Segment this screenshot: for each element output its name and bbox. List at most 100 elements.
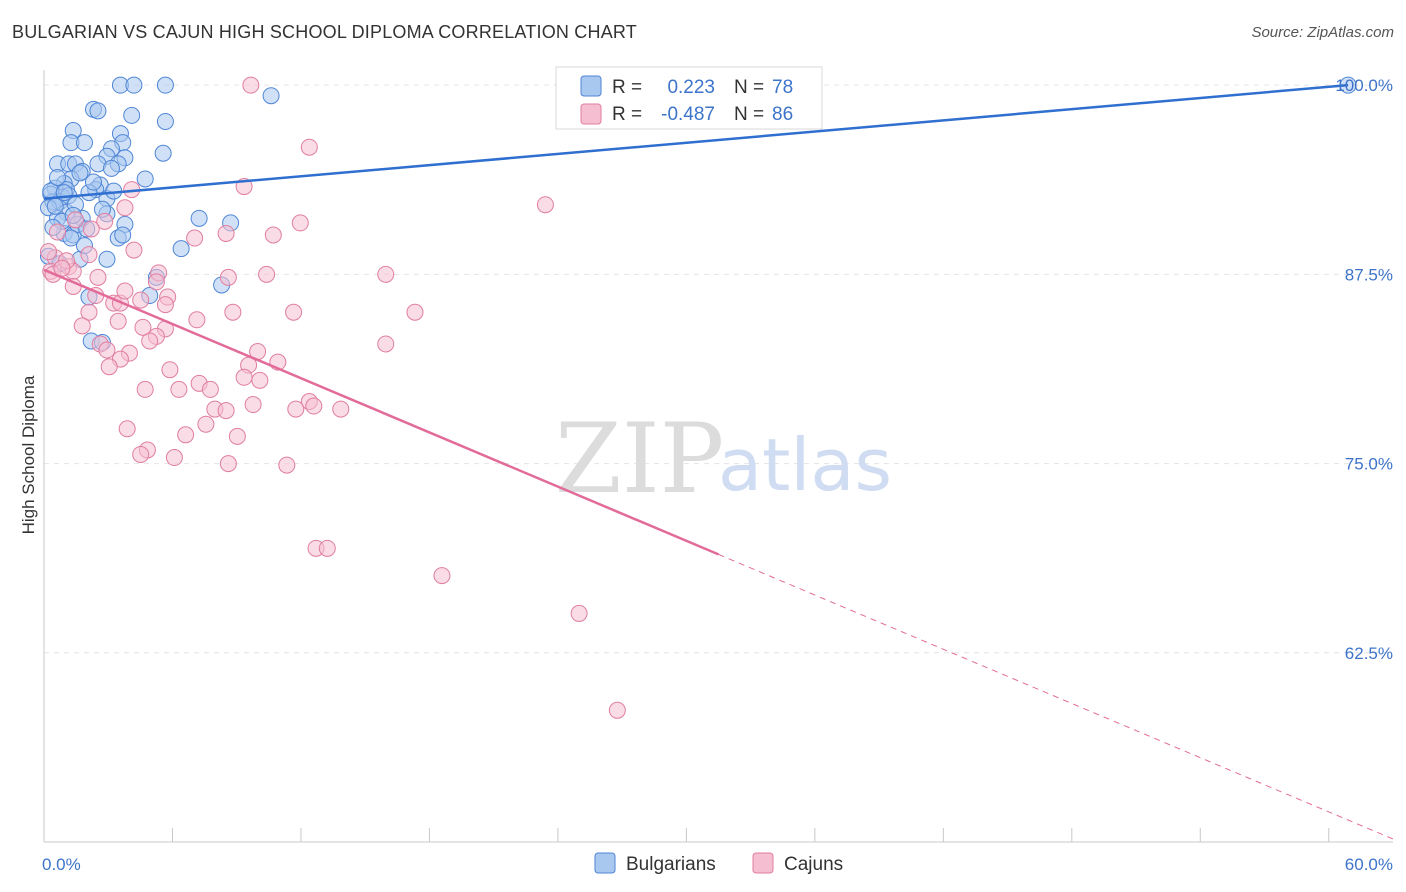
cajuns-point-65 (197, 415, 215, 433)
x-tick-max: 60.0% (1345, 855, 1393, 874)
cajuns-point-36 (109, 312, 127, 330)
cajuns-point-58 (244, 396, 262, 414)
bulgarians-point-40 (190, 209, 208, 227)
y-tick-label-0: 62.5% (1345, 644, 1393, 663)
x-tick-min: 0.0% (42, 855, 81, 874)
watermark-atlas: atlas (718, 423, 892, 507)
legend-n-label-blue: N = (734, 77, 764, 98)
legend-n-value-pink: 86 (772, 104, 793, 125)
series-legend-swatch-bulgarians (594, 852, 616, 874)
cajuns-point-73 (278, 456, 296, 474)
series-legend-swatch-cajuns (752, 852, 774, 874)
cajuns-point-66 (228, 427, 246, 445)
trend-lines (43, 83, 1394, 840)
cajuns-trend-extension (718, 553, 1394, 840)
bulgarians-point-15 (154, 144, 172, 162)
bulgarians-point-50 (172, 240, 190, 258)
y-tick-label-3: 100.0% (1335, 76, 1393, 95)
cajuns-point-5 (116, 199, 134, 217)
cajuns-point-76 (433, 567, 451, 585)
bulgarians-point-2 (156, 76, 174, 94)
cajuns-point-23 (377, 265, 395, 283)
cajuns-point-64 (217, 402, 235, 420)
cajuns-point-70 (132, 445, 150, 463)
legend-swatch-blue (580, 75, 602, 97)
cajuns-point-14 (80, 246, 98, 264)
cajuns-point-21 (219, 268, 237, 286)
watermark: ZIP atlas (555, 403, 892, 515)
bulgarians-point-64 (71, 164, 89, 182)
bulgarians-point-7 (156, 112, 174, 130)
legend-r-value-blue: 0.223 (667, 77, 715, 98)
cajuns-point-33 (285, 303, 303, 321)
cajuns-point-24 (89, 268, 107, 286)
series-legend: Bulgarians Cajuns (594, 852, 843, 875)
legend-r-value-pink: -0.487 (661, 104, 715, 125)
cajuns-point-31 (156, 296, 174, 314)
bulgarians-point-52 (98, 250, 116, 268)
cajuns-point-61 (305, 397, 323, 415)
cajuns-point-44 (98, 341, 116, 359)
cajuns-point-7 (82, 220, 100, 238)
cajuns-point-35 (224, 303, 242, 321)
bulgarians-point-69 (48, 168, 66, 186)
bulgarians-point-11 (75, 134, 93, 152)
cajuns-point-41 (141, 332, 159, 350)
legend-n-label-pink: N = (734, 104, 764, 125)
cajuns-point-0 (242, 76, 260, 94)
chart-title: BULGARIAN VS CAJUN HIGH SCHOOL DIPLOMA C… (12, 22, 637, 42)
bulgarians-point-1 (125, 76, 143, 94)
cajuns-point-60 (287, 400, 305, 418)
cajuns-point-68 (177, 426, 195, 444)
cajuns-point-22 (258, 265, 276, 283)
watermark-zip: ZIP (555, 403, 724, 515)
cajuns-point-11 (264, 226, 282, 244)
cajuns-point-56 (170, 380, 188, 398)
bulgarians-point-65 (84, 173, 102, 191)
bulgarians-point-29 (136, 170, 154, 188)
cajuns-point-84 (134, 318, 152, 336)
cajuns-point-51 (161, 361, 179, 379)
cajuns-point-25 (147, 273, 165, 291)
legend-r-label-blue: R = (612, 77, 642, 98)
cajuns-point-6 (96, 212, 114, 230)
cajuns-point-79 (39, 243, 57, 261)
y-tick-labels: 62.5% 75.0% 87.5% 100.0% (1335, 76, 1393, 663)
cajuns-point-75 (318, 539, 336, 557)
cajuns-point-10 (217, 224, 235, 242)
cajuns-point-3 (536, 196, 554, 214)
cajuns-point-37 (73, 317, 91, 335)
cajuns-point-38 (188, 311, 206, 329)
cajuns-point-71 (165, 449, 183, 467)
cajuns-point-13 (125, 241, 143, 259)
legend-swatch-pink (580, 103, 602, 125)
bulgarians-point-6 (123, 106, 141, 124)
cajuns-points (39, 76, 626, 719)
y-axis-label: High School Diploma (19, 375, 38, 534)
series-legend-label-cajuns: Cajuns (784, 854, 843, 875)
y-tick-label-2: 87.5% (1345, 265, 1393, 284)
cajuns-point-1 (300, 138, 318, 156)
cajuns-point-9 (66, 211, 84, 229)
cajuns-point-42 (377, 335, 395, 353)
cajuns-point-48 (100, 358, 118, 376)
cajuns-point-78 (608, 701, 626, 719)
bulgarians-point-68 (102, 159, 120, 177)
cajuns-point-57 (136, 380, 154, 398)
cajuns-point-53 (251, 371, 269, 389)
cajuns-point-27 (132, 291, 150, 309)
bulgarians-point-5 (89, 102, 107, 120)
bulgarians-point-49 (114, 226, 132, 244)
bulgarians-point-3 (262, 87, 280, 105)
source-credit: Source: ZipAtlas.com (1251, 24, 1394, 41)
cajuns-point-72 (219, 455, 237, 473)
cajuns-point-80 (48, 223, 66, 241)
series-legend-label-bulgarians: Bulgarians (626, 854, 716, 875)
y-tick-label-1: 75.0% (1345, 455, 1393, 474)
cajuns-point-32 (80, 303, 98, 321)
cajuns-point-52 (235, 368, 253, 386)
cajuns-point-34 (406, 303, 424, 321)
cajuns-point-83 (116, 282, 134, 300)
cajuns-point-12 (186, 229, 204, 247)
